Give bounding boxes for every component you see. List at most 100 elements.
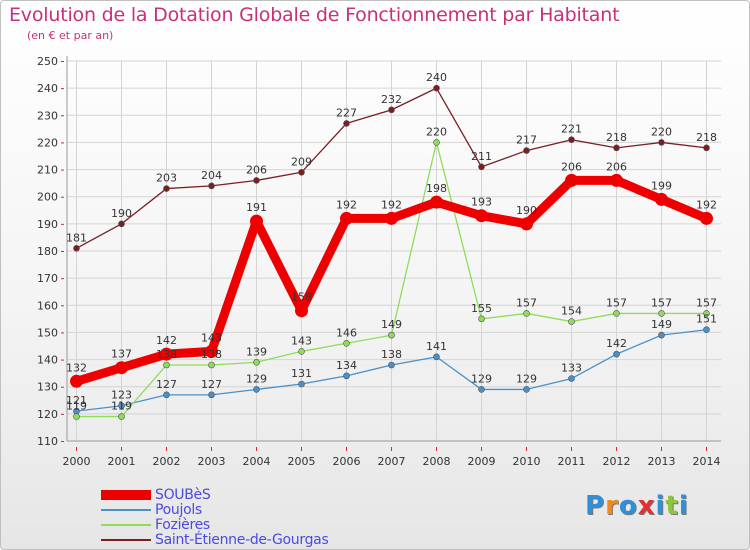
data-label: 134	[336, 359, 357, 372]
data-label: 220	[651, 125, 672, 138]
data-label: 206	[561, 160, 582, 173]
data-label: 131	[291, 367, 312, 380]
data-point	[208, 391, 215, 399]
x-tick-label: 2001	[108, 455, 136, 468]
legend-item-poujols: Poujols	[101, 501, 202, 518]
data-label: 240	[426, 71, 447, 84]
data-point	[433, 353, 440, 361]
data-label: 119	[66, 400, 87, 413]
legend-label-saint-etienne: Saint-Étienne-de-Gourgas	[155, 531, 329, 548]
y-tick-label: 120	[37, 408, 58, 421]
data-label: 129	[471, 372, 492, 385]
data-label: 192	[381, 198, 402, 211]
data-point	[703, 144, 710, 152]
chart-subtitle: (en € et par an)	[27, 29, 114, 42]
legend-label-poujols: Poujols	[155, 501, 202, 518]
data-label: 139	[246, 345, 267, 358]
data-point	[163, 391, 170, 399]
data-label: 141	[426, 340, 447, 353]
data-label: 127	[156, 378, 177, 391]
data-label: 192	[696, 198, 717, 211]
data-label: 143	[201, 331, 222, 344]
data-point	[298, 168, 305, 176]
x-tick-label: 2005	[288, 455, 316, 468]
data-label: 190	[111, 207, 132, 220]
data-label: 142	[606, 337, 627, 350]
y-tick-label: 110	[37, 435, 58, 448]
legend-item-saint-etienne: Saint-Étienne-de-Gourgas	[101, 531, 329, 548]
data-label: 157	[516, 296, 537, 309]
data-point	[205, 344, 218, 358]
x-tick-label: 2007	[378, 455, 406, 468]
data-point	[478, 386, 485, 393]
x-tick-label: 2002	[153, 455, 181, 468]
data-point	[613, 310, 620, 317]
data-point	[475, 209, 488, 223]
brand-letter: x	[637, 491, 656, 521]
data-point	[253, 177, 260, 184]
data-point	[658, 310, 665, 317]
data-label: 137	[111, 348, 132, 361]
data-label: 193	[471, 196, 492, 209]
x-tick-label: 2013	[648, 455, 676, 468]
legend-swatch-saint-etienne	[101, 538, 151, 541]
data-label: 204	[201, 169, 222, 182]
data-point	[73, 413, 80, 420]
data-point	[565, 173, 578, 187]
data-label: 123	[111, 389, 132, 402]
data-label: 227	[336, 106, 357, 119]
data-label: 158	[291, 291, 312, 304]
data-label: 206	[606, 160, 627, 173]
data-point	[385, 211, 398, 225]
data-point	[118, 402, 125, 410]
data-point	[523, 386, 530, 393]
x-tick-label: 2011	[558, 455, 586, 468]
legend-swatch-soubes	[101, 489, 151, 500]
data-label: 146	[336, 326, 357, 339]
data-point	[568, 375, 575, 382]
data-label: 232	[381, 93, 402, 106]
x-tick-label: 2003	[198, 455, 226, 468]
x-tick-label: 2006	[333, 455, 361, 468]
data-label: 151	[696, 313, 717, 326]
data-label: 149	[381, 318, 402, 331]
data-label: 121	[66, 394, 87, 407]
data-point	[118, 413, 125, 420]
x-tick-label: 2014	[693, 455, 721, 468]
data-label: 133	[561, 362, 582, 375]
data-label: 129	[246, 372, 267, 385]
data-label: 155	[471, 302, 492, 315]
legend-item-soubes: SOUBèS	[101, 487, 211, 503]
data-point	[478, 163, 485, 171]
data-point	[658, 139, 665, 146]
y-tick-label: 170	[37, 272, 58, 285]
data-point	[343, 120, 350, 127]
x-tick-label: 2004	[243, 455, 271, 468]
data-point	[703, 310, 710, 317]
data-label: 192	[336, 198, 357, 211]
data-label: 132	[66, 361, 87, 374]
y-tick-label: 210	[37, 164, 58, 177]
data-point	[433, 139, 440, 146]
data-label: 190	[516, 204, 537, 217]
data-point	[703, 326, 710, 334]
data-point	[568, 318, 575, 325]
data-point	[700, 211, 713, 225]
data-point	[250, 214, 263, 228]
chart-title: Evolution de la Dotation Globale de Fonc…	[9, 4, 620, 26]
y-tick-label: 220	[37, 136, 58, 149]
x-tick-label: 2012	[603, 455, 631, 468]
data-label: 154	[561, 305, 582, 318]
data-point	[343, 372, 350, 380]
data-label: 206	[246, 163, 267, 176]
data-point	[523, 147, 530, 154]
data-point	[340, 211, 353, 225]
y-tick-label: 130	[37, 381, 58, 394]
data-label: 217	[516, 134, 537, 147]
y-tick-label: 160	[37, 299, 58, 312]
data-label: 138	[156, 348, 177, 361]
data-label: 221	[561, 123, 582, 136]
brand-letter: r	[605, 491, 619, 521]
y-tick-label: 200	[37, 191, 58, 204]
